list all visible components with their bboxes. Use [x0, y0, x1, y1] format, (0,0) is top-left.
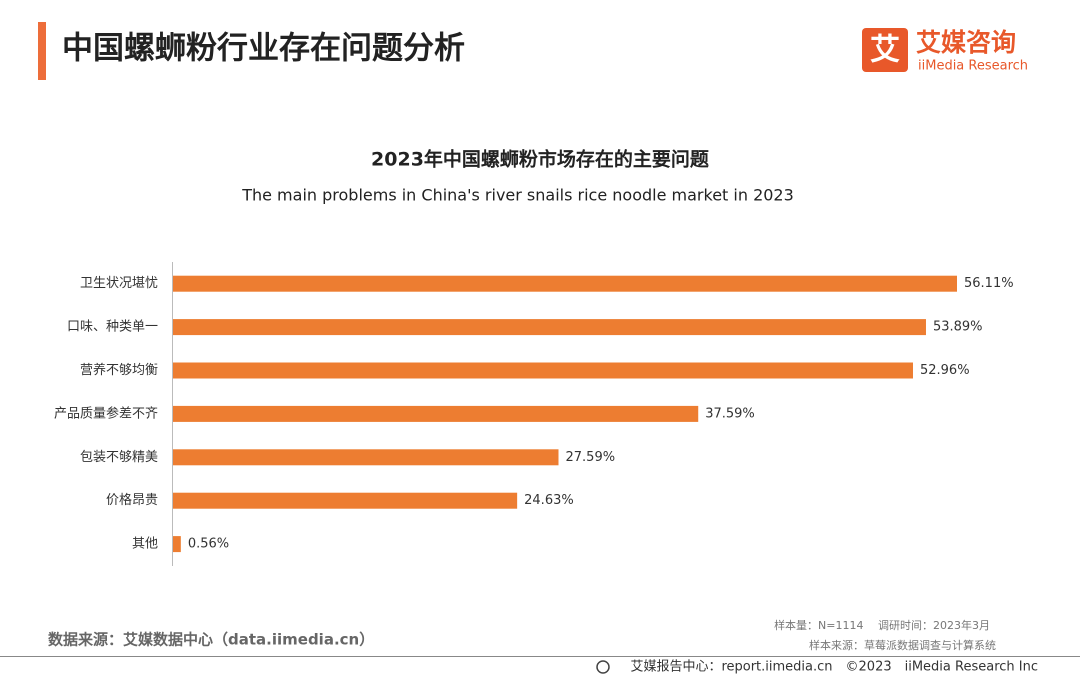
category-label: 其他	[132, 537, 158, 552]
title-accent	[38, 22, 46, 80]
value-label: 56.11%	[964, 276, 1014, 291]
bar	[173, 492, 518, 509]
value-label: 27.59%	[566, 450, 616, 465]
sample-note: 样本量：N=1114 调研时间：2023年3月	[774, 618, 990, 632]
category-label: 口味、种类单一	[67, 320, 158, 335]
bar	[173, 449, 559, 466]
bar	[173, 319, 926, 336]
bar	[173, 405, 699, 422]
value-label: 24.63%	[524, 493, 574, 508]
category-label: 包装不够精美	[80, 450, 158, 465]
bar	[173, 362, 913, 379]
logo-icon-bg	[862, 28, 908, 72]
chart-subtitle: The main problems in China's river snail…	[241, 186, 794, 205]
value-label: 37.59%	[705, 406, 755, 421]
bar	[173, 275, 957, 292]
logo-text: 艾媒咨询	[916, 28, 1016, 57]
category-label: 卫生状况堪忧	[80, 276, 158, 291]
value-label: 0.56%	[188, 537, 229, 552]
footer-text: 艾媒报告中心：report.iimedia.cn ©2023 iiMedia R…	[630, 660, 1038, 675]
source-note: 数据来源：艾媒数据中心（data.iimedia.cn）	[48, 631, 374, 649]
logo-icon: 艾	[870, 33, 900, 68]
page-title: 中国螺蛳粉行业存在问题分析	[62, 31, 465, 67]
value-label: 52.96%	[920, 363, 970, 378]
category-label: 营养不够均衡	[80, 362, 158, 378]
logo-subtext: iiMedia Research	[918, 59, 1028, 74]
sample-source-note: 样本来源：草莓派数据调查与计算系统	[809, 638, 996, 652]
chart-title: 2023年中国螺蛳粉市场存在的主要问题	[371, 148, 709, 171]
category-label: 产品质量参差不齐	[54, 405, 158, 421]
value-label: 53.89%	[933, 320, 983, 335]
footer-icon	[596, 660, 610, 674]
category-label: 价格昂贵	[106, 492, 158, 508]
bar	[173, 536, 181, 553]
